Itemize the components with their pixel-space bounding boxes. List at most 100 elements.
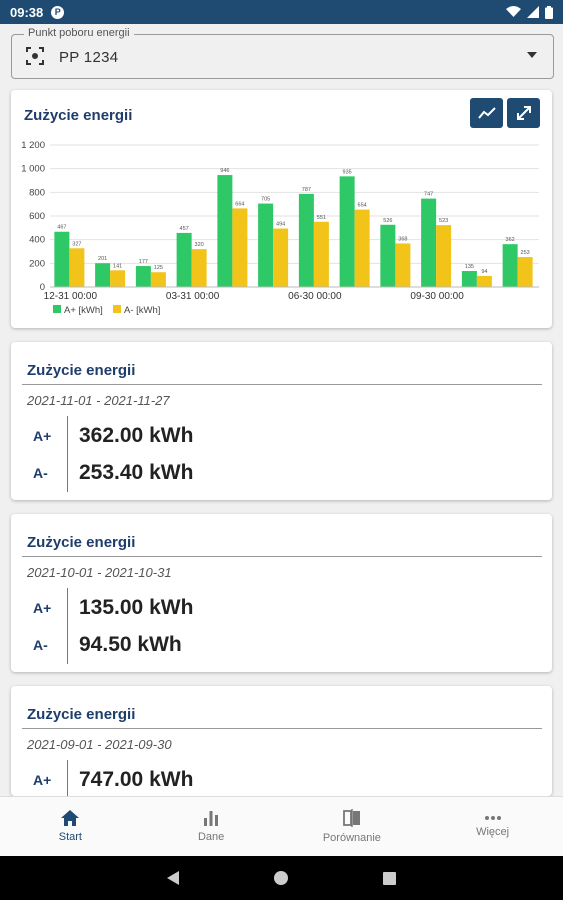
data-label: 94	[481, 269, 487, 275]
summary-card: Zużycie energii 2021-09-01 - 2021-09-30 …	[11, 686, 552, 796]
bar-chart-icon	[204, 810, 219, 826]
summary-period: 2021-10-01 - 2021-10-31	[27, 565, 172, 580]
bar-a-plus	[380, 224, 396, 287]
data-label: 935	[343, 169, 352, 175]
battery-icon	[545, 5, 553, 19]
more-icon	[484, 816, 501, 820]
summary-card: Zużycie energii 2021-10-01 - 2021-10-31 …	[11, 514, 552, 672]
data-label: 457	[180, 226, 189, 232]
energy-bar-chart: 1 200 1 000 800 600 400 200 0 467 327 201 141 177 12…	[21, 140, 539, 316]
chart-title: Zużycie energii	[24, 107, 133, 124]
notification-badge: P	[51, 5, 65, 19]
data-label: 125	[154, 265, 163, 271]
divider	[67, 588, 68, 664]
divider	[22, 384, 542, 385]
x-tick-label: 03-31 00:00	[166, 291, 220, 302]
home-icon	[61, 810, 80, 826]
data-label: 467	[57, 225, 66, 231]
y-tick-label: 1 200	[21, 140, 45, 151]
system-navigation-bar	[0, 856, 563, 900]
bar-a-plus	[298, 193, 314, 287]
bottom-navigation: Start Dane Porównanie Więcej	[0, 796, 563, 856]
nav-wiecej[interactable]: Więcej	[422, 797, 563, 856]
data-label: 523	[439, 218, 448, 224]
y-tick-label: 1 000	[21, 164, 45, 175]
bar-a-minus	[232, 208, 248, 287]
data-label: 327	[72, 241, 81, 247]
bar-a-plus	[502, 244, 518, 287]
data-label: 526	[383, 218, 392, 224]
a-plus-value: 362.00 kWh	[79, 424, 194, 447]
divider	[22, 728, 542, 729]
data-label: 551	[317, 215, 326, 221]
home-circle-icon[interactable]	[274, 871, 288, 885]
legend-swatch	[113, 305, 121, 313]
bar-a-plus	[339, 176, 355, 287]
y-tick-label: 0	[40, 282, 45, 293]
summary-title: Zużycie energii	[27, 534, 136, 551]
data-label: 664	[235, 201, 244, 207]
x-tick-label: 09-30 00:00	[410, 291, 464, 302]
metering-point-select[interactable]: Punkt poboru energii PP 1234	[11, 27, 554, 79]
a-minus-label: A-	[33, 637, 48, 653]
divider	[22, 556, 542, 557]
nav-start[interactable]: Start	[0, 797, 141, 856]
data-label: 787	[302, 187, 311, 193]
data-label: 320	[195, 242, 204, 248]
bar-a-minus	[395, 243, 411, 287]
bar-a-minus	[273, 228, 289, 287]
divider	[67, 760, 68, 796]
a-plus-label: A+	[33, 772, 52, 788]
legend-label: A+ [kWh]	[64, 305, 103, 316]
data-label: 654	[358, 203, 367, 209]
nav-start-label: Start	[58, 831, 82, 843]
bar-a-plus	[258, 203, 274, 287]
bar-a-minus	[313, 221, 329, 287]
expand-icon	[516, 106, 531, 120]
trending-icon	[477, 107, 496, 119]
bar-a-plus	[176, 232, 192, 287]
y-tick-label: 600	[29, 211, 45, 222]
bar-a-plus	[421, 198, 437, 287]
summary-period: 2021-11-01 - 2021-11-27	[27, 393, 170, 408]
recents-icon[interactable]	[383, 871, 396, 885]
nav-porownanie[interactable]: Porównanie	[282, 797, 423, 856]
wifi-icon	[506, 6, 521, 17]
bar-a-minus	[191, 249, 207, 287]
nav-dane-label: Dane	[197, 830, 225, 843]
summary-period: 2021-09-01 - 2021-09-30	[27, 737, 172, 752]
clock: 09:38	[10, 4, 44, 20]
legend-swatch	[53, 305, 61, 313]
nav-wiecej-label: Więcej	[476, 826, 510, 838]
a-minus-value: 94.50 kWh	[79, 633, 182, 656]
legend-label: A- [kWh]	[124, 305, 160, 316]
data-label: 362	[506, 237, 515, 243]
divider	[67, 416, 68, 492]
bar-a-minus	[150, 272, 166, 287]
scan-icon	[26, 47, 44, 65]
nav-dane[interactable]: Dane	[141, 797, 282, 856]
data-label: 946	[220, 168, 229, 174]
y-tick-label: 400	[29, 235, 45, 246]
energy-chart-card: Zużycie energii 1 200 1 000 800 600 400 200 0 4…	[11, 90, 552, 328]
a-plus-label: A+	[33, 428, 52, 444]
bar-a-minus	[476, 275, 492, 287]
data-label: 141	[113, 263, 122, 269]
a-plus-label: A+	[33, 600, 52, 616]
summary-title: Zużycie energii	[27, 362, 136, 379]
fullscreen-button[interactable]	[507, 98, 540, 128]
a-plus-value: 747.00 kWh	[79, 768, 194, 791]
y-tick-label: 200	[29, 258, 45, 269]
bar-a-minus	[110, 270, 126, 287]
back-icon[interactable]	[167, 871, 179, 885]
signal-icon	[527, 6, 539, 18]
bar-a-minus	[517, 257, 533, 287]
data-label: 177	[139, 259, 148, 265]
data-label: 253	[521, 250, 530, 256]
a-plus-value: 135.00 kWh	[79, 596, 194, 619]
line-chart-toggle-button[interactable]	[470, 98, 503, 128]
status-bar: 09:38 P	[0, 0, 563, 24]
bar-a-plus	[461, 271, 477, 287]
bar-a-minus	[436, 225, 452, 287]
data-label: 201	[98, 256, 107, 262]
